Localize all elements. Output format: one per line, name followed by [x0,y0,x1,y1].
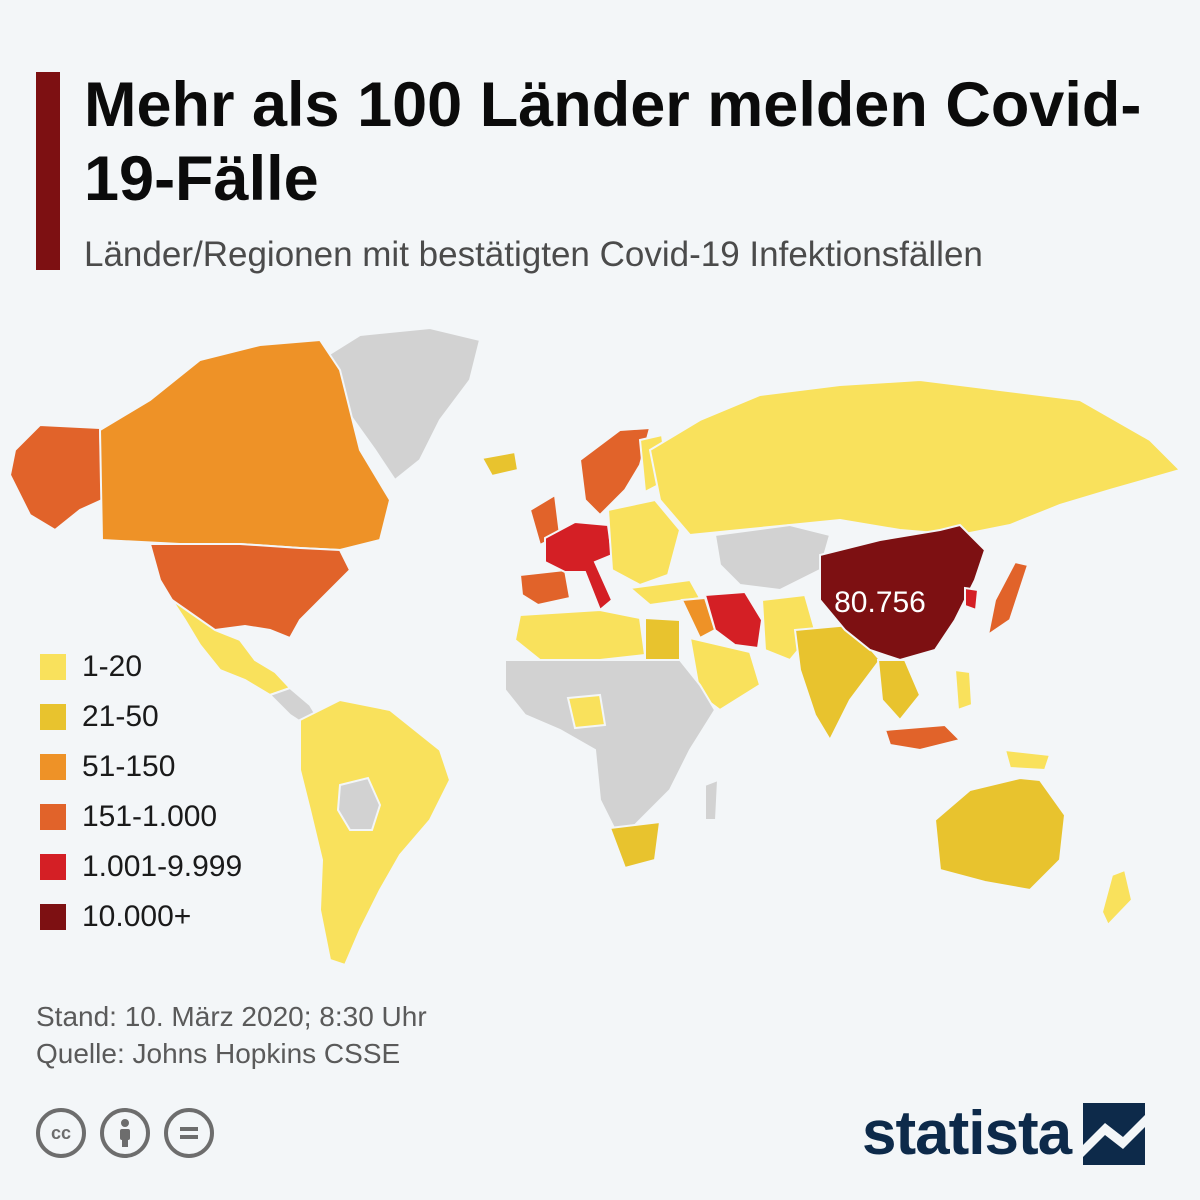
title-accent-bar [36,72,60,270]
legend-item: 1-20 [40,642,242,692]
region-iceland [480,450,520,478]
data-source: Quelle: Johns Hopkins CSSE [36,1038,401,1069]
region-central-asia [713,523,832,592]
footer: Stand: 10. März 2020; 8:30 Uhr Quelle: J… [36,998,427,1072]
legend-label: 51-150 [82,750,176,783]
attribution-icon[interactable] [100,1108,150,1158]
region-japan [986,560,1030,638]
legend-swatch [40,654,66,680]
legend-item: 10.000+ [40,892,242,942]
region-south-africa [608,820,662,870]
map-legend: 1-20 21-50 51-150 151-1.000 1.001-9.999 … [40,642,242,942]
region-south-america [299,698,452,967]
legend-item: 21-50 [40,692,242,742]
brand-name: statista [862,1099,1072,1168]
statista-logo[interactable]: statista [862,1098,1146,1169]
legend-label: 1-20 [82,650,143,683]
region-western-europe [544,520,614,612]
legend-swatch [40,704,66,730]
china-case-label: 80.756 [834,586,926,619]
legend-item: 51-150 [40,742,242,792]
legend-label: 1.001-9.999 [82,850,243,883]
legend-swatch [40,904,66,930]
world-map [8,326,1182,967]
region-central-africa [504,659,717,842]
page-title: Mehr als 100 Länder melden Covid-19-Fäll… [84,70,1142,215]
region-russia [648,378,1182,537]
region-egypt [644,616,681,661]
license-icons: cc [36,1108,214,1158]
legend-swatch [40,804,66,830]
region-usa [148,543,352,640]
cc-icon[interactable]: cc [36,1108,86,1158]
legend-item: 1.001-9.999 [40,842,242,892]
region-nigeria [566,693,607,730]
region-china [819,523,987,662]
legend-label: 151-1.000 [82,800,218,833]
region-australia [933,776,1067,892]
region-eastern-europe [606,498,682,587]
legend-label: 10.000+ [82,900,192,933]
region-scandinavia [578,426,652,517]
region-indonesia [883,723,962,752]
region-philippines [953,668,974,712]
page-subtitle: Länder/Regionen mit bestätigten Covid-19… [84,235,983,274]
legend-label: 21-50 [82,700,159,733]
region-bolivia [336,776,382,831]
region-iran [703,590,764,650]
legend-swatch [40,754,66,780]
statista-mark-icon [1083,1102,1146,1165]
region-madagascar [704,778,720,821]
region-korea [964,586,980,612]
region-southeast-asia [876,659,922,722]
legend-item: 151-1.000 [40,792,242,842]
region-iberia [518,568,572,607]
legend-swatch [40,854,66,880]
region-alaska [8,423,104,532]
no-derivatives-icon[interactable] [164,1108,214,1158]
region-north-africa [513,608,647,661]
region-new-guinea [1003,748,1052,772]
region-new-zealand [1100,868,1134,927]
data-date: Stand: 10. März 2020; 8:30 Uhr [36,1001,427,1032]
